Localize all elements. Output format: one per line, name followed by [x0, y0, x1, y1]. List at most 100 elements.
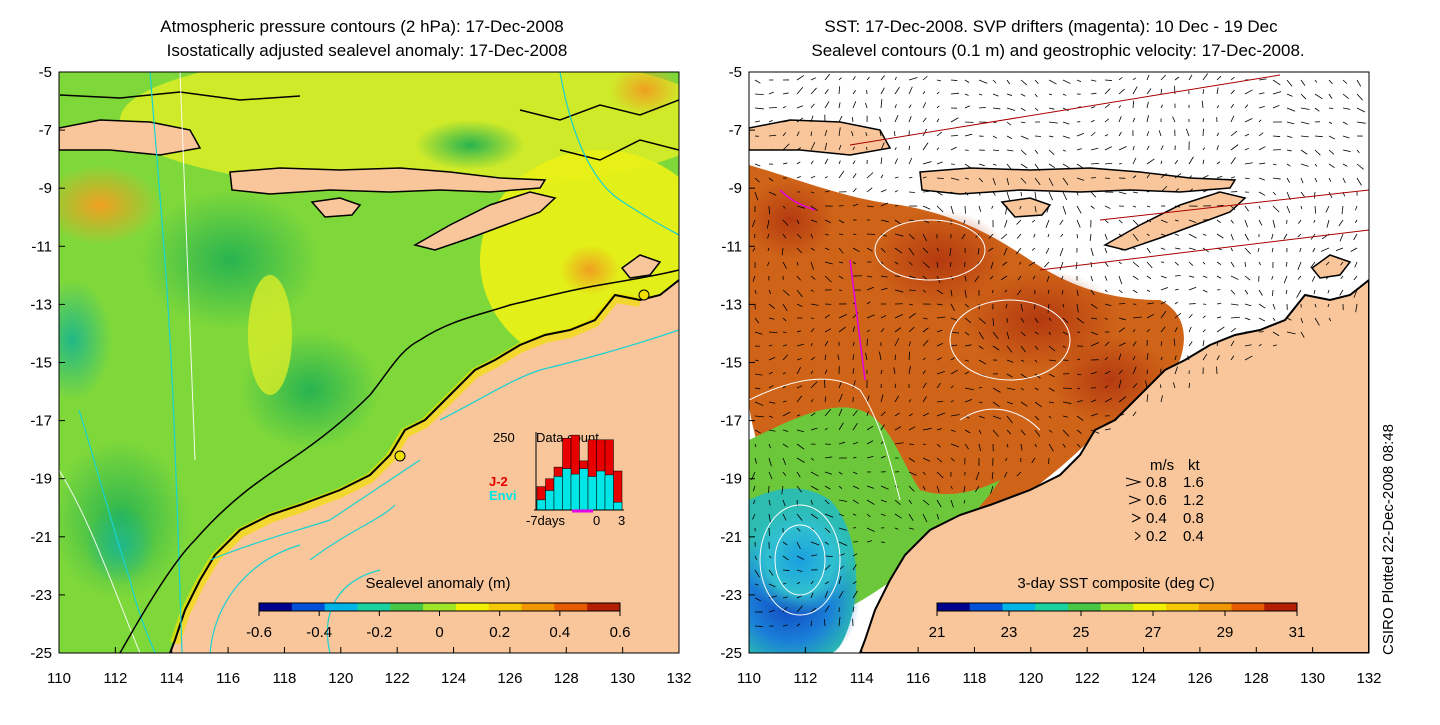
colorbar-tick-label: 0.4	[549, 624, 570, 641]
y-tick-label: -15	[720, 355, 742, 372]
green-patch-north	[415, 120, 525, 170]
x-tick-label: 124	[441, 670, 466, 687]
sst-colorbar-label: 3-day SST composite (deg C)	[1017, 575, 1214, 592]
colorbar-swatch	[1166, 603, 1199, 611]
velocity-vector	[1105, 80, 1112, 81]
x-tick-label: 114	[160, 670, 184, 687]
colorbar-tick-label: -0.6	[246, 624, 272, 641]
colorbar-tick-label: 21	[929, 624, 946, 641]
x-tick-label: 122	[385, 670, 410, 687]
y-tick-label: -23	[720, 587, 742, 604]
velocity-vector	[965, 206, 966, 214]
left-title-line1: Atmospheric pressure contours (2 hPa): 1…	[160, 17, 563, 36]
velocity-vector	[853, 457, 856, 458]
colorbar-tick-label: 27	[1145, 624, 1162, 641]
velocity-legend-ms: 0.2	[1146, 528, 1167, 545]
x-tick-label: 116	[906, 670, 930, 687]
colorbar-swatch	[1035, 603, 1068, 611]
velocity-vector	[1175, 275, 1181, 276]
left-panel: Atmospheric pressure contours (2 hPa): 1…	[32, 17, 720, 653]
colorbar-swatch	[292, 603, 325, 611]
x-tick-label: 118	[962, 670, 986, 687]
y-tick-label: -21	[720, 529, 742, 546]
sst-colorbar-swatches	[937, 603, 1298, 611]
x-tick-label: 130	[1300, 670, 1325, 687]
inset-bar-envi	[563, 469, 572, 510]
y-tick-label: -7	[39, 122, 52, 139]
x-tick-label: 112	[103, 670, 127, 687]
colorbar-tick-label: -0.4	[306, 624, 332, 641]
inset-series-j2: J-2	[489, 474, 508, 489]
colorbar-tick-label: 0.6	[610, 624, 631, 641]
velocity-vector	[979, 387, 982, 388]
y-tick-label: -19	[720, 471, 742, 488]
velocity-vector	[769, 206, 770, 214]
plot-credit: CSIRO Plotted 22-Dec-2008 08:48	[1380, 424, 1397, 655]
colorbar-swatch	[587, 603, 620, 611]
y-tick-label: -17	[30, 413, 52, 430]
x-tick-label: 120	[1018, 670, 1043, 687]
x-tick-label: 116	[216, 670, 240, 687]
left-map: 250 Data count J-2 Envi -7days 0 3 Seale…	[32, 50, 720, 653]
y-tick-label: -5	[39, 64, 52, 81]
x-tick-label: 132	[666, 670, 691, 687]
inset-bar-envi	[571, 474, 580, 510]
inset-x-label-end: 3	[618, 513, 625, 528]
y-tick-label: -23	[30, 587, 52, 604]
colorbar-swatch	[1264, 603, 1297, 611]
y-tick-label: -13	[30, 296, 52, 313]
velocity-vector	[923, 444, 926, 445]
velocity-legend-kt: 0.4	[1183, 528, 1204, 545]
inset-bar-envi	[597, 471, 606, 510]
sealevel-colorbar-label: Sealevel anomaly (m)	[365, 575, 510, 592]
inset-x-label-zero: 0	[593, 513, 600, 528]
y-tick-label: -11	[721, 238, 742, 255]
colorbar-tick-label: 0	[435, 624, 443, 641]
colorbar-swatch	[423, 603, 456, 611]
colorbar-swatch	[325, 603, 358, 611]
y-tick-label: -9	[39, 180, 52, 197]
sealevel-colorbar-swatches	[259, 603, 621, 611]
y-tick-label: -11	[31, 238, 52, 255]
velocity-legend-kt: 1.2	[1183, 492, 1204, 509]
inset-bar-envi	[588, 476, 597, 510]
right-panel: SST: 17-Dec-2008. SVP drifters (magenta)…	[720, 17, 1369, 670]
velocity-vector	[951, 80, 957, 81]
inset-bar-envi	[546, 491, 555, 511]
colorbar-tick-label: 29	[1217, 624, 1234, 641]
inset-series-envi: Envi	[489, 488, 516, 503]
velocity-legend-ms: 0.4	[1146, 510, 1167, 527]
inset-bar-envi	[580, 469, 589, 510]
velocity-vector	[993, 318, 994, 326]
y-tick-label: -21	[30, 529, 52, 546]
colorbar-swatch	[970, 603, 1003, 611]
y-tick-label: -13	[720, 296, 742, 313]
velocity-vector	[1272, 290, 1273, 296]
colorbar-swatch	[456, 603, 489, 611]
inset-ymax-label: 250	[493, 430, 515, 445]
teal-eddy-sw	[85, 505, 155, 585]
velocity-vector	[1119, 163, 1122, 164]
colorbar-swatch	[357, 603, 390, 611]
y-tick-label: -9	[729, 180, 742, 197]
colorbar-swatch	[1101, 603, 1134, 611]
colorbar-swatch	[489, 603, 522, 611]
velocity-vector	[839, 290, 842, 291]
inset-bar-envi	[605, 475, 614, 510]
colorbar-swatch	[1133, 603, 1166, 611]
colorbar-swatch	[937, 603, 970, 611]
x-tick-label: 110	[47, 670, 71, 687]
x-tick-label: 132	[1356, 670, 1381, 687]
velocity-legend-ms: 0.8	[1146, 474, 1167, 491]
x-tick-label: 128	[554, 670, 579, 687]
colorbar-tick-label: 25	[1073, 624, 1090, 641]
velocity-vector	[783, 570, 789, 571]
velocity-vector	[1021, 192, 1022, 196]
colorbar-tick-label: -0.2	[366, 624, 392, 641]
velocity-legend-header-ms: m/s	[1150, 457, 1174, 474]
colorbar-swatch	[522, 603, 555, 611]
colorbar-tick-label: 31	[1289, 624, 1306, 641]
inset-bar-envi	[554, 476, 563, 510]
